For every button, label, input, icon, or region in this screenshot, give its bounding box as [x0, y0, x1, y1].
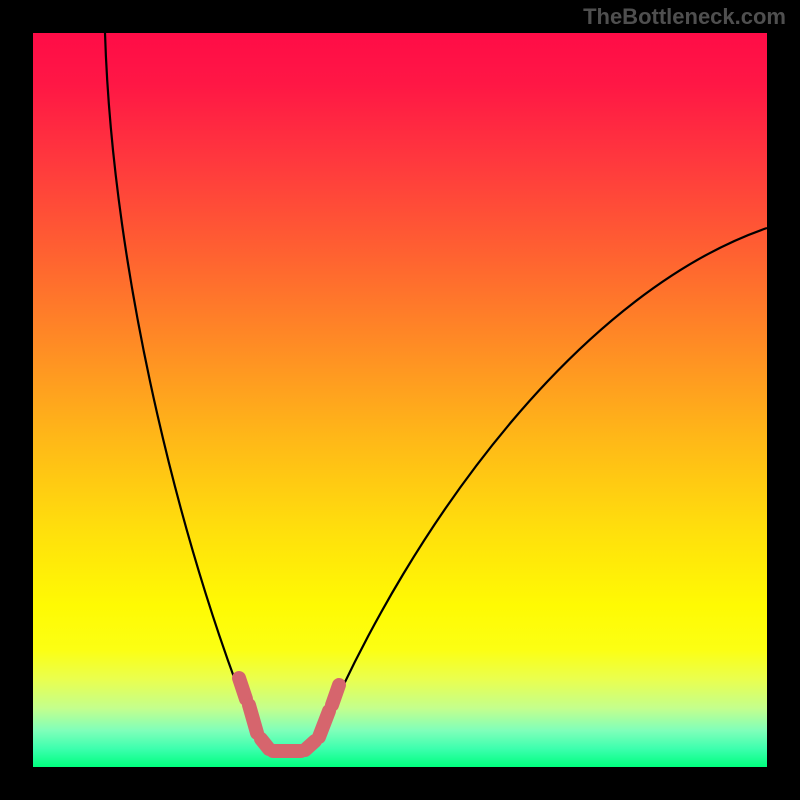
highlight-segment [332, 685, 339, 705]
curve-overlay [33, 33, 767, 767]
highlight-segment [305, 741, 315, 750]
bottleneck-curve [105, 33, 767, 750]
watermark-text: TheBottleneck.com [583, 4, 786, 30]
highlight-segment [249, 705, 257, 733]
curve-highlight [239, 678, 339, 751]
plot-area [33, 33, 767, 767]
highlight-segment [239, 678, 246, 699]
highlight-segment [319, 711, 329, 737]
